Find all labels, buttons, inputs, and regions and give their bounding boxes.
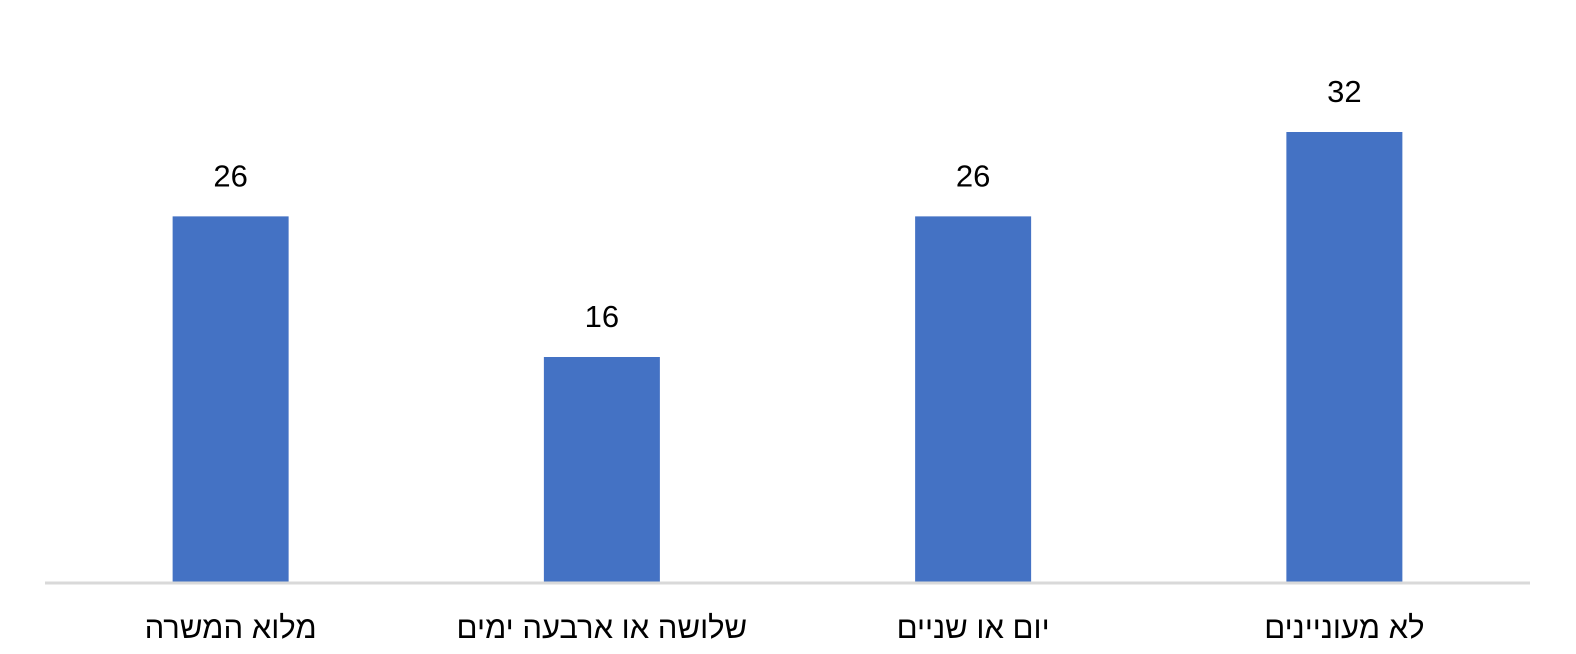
bar (172, 216, 289, 582)
x-tick-label: מלוא המשרה (145, 610, 317, 645)
data-label: 26 (956, 159, 990, 194)
x-tick-label: יום או שניים (897, 610, 1050, 645)
bar (915, 216, 1032, 582)
data-label: 32 (1327, 74, 1361, 109)
bar (543, 357, 660, 582)
bar (1286, 132, 1403, 582)
data-label: 16 (585, 299, 619, 334)
x-tick-label: לא מעוניינים (1264, 610, 1424, 645)
data-label: 26 (213, 159, 247, 194)
x-tick-label: שלושה או ארבעה ימים (457, 610, 748, 645)
